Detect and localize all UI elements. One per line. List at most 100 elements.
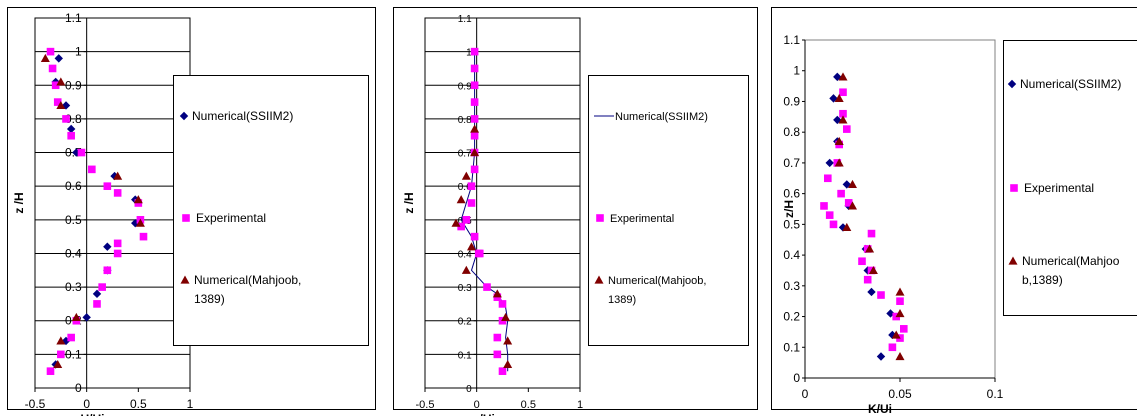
legend-swatch-mahjoob <box>594 275 604 284</box>
point-ssiim2 <box>103 242 112 251</box>
point-ssiim2 <box>61 101 71 110</box>
point-mahjoob <box>848 179 857 189</box>
point-experimental <box>470 47 479 56</box>
y-tick-label: 0.2 <box>783 310 800 324</box>
point-experimental <box>88 165 96 174</box>
point-mahjoob <box>56 336 66 345</box>
point-experimental <box>844 199 853 207</box>
legend-label-mahjoob-line2: 1389) <box>194 292 225 306</box>
point-experimental <box>498 367 507 375</box>
legend-label-ssiim2: Numerical(SSIIM2) <box>192 109 293 123</box>
y-tick-label: 0.9 <box>65 78 82 92</box>
point-ssiim2 <box>66 124 76 134</box>
point-experimental <box>877 291 885 299</box>
point-ssiim2 <box>92 289 102 299</box>
legend-label-mahjoob-line2: b,1389) <box>1022 273 1063 287</box>
y-tick-label: 0.1 <box>783 340 800 354</box>
point-experimental <box>837 189 845 198</box>
point-experimental <box>483 283 491 291</box>
point-mahjoob <box>133 195 143 204</box>
y-tick-label: 0.4 <box>783 248 800 262</box>
y-tick-label: 0.4 <box>65 246 82 260</box>
point-ssiim2 <box>842 180 851 189</box>
legend-label-mahjoob-line2: 1389) <box>608 294 636 306</box>
point-experimental <box>498 300 507 308</box>
y-axis-title: z /H <box>12 192 26 213</box>
point-mahjoob <box>71 312 81 321</box>
legend-label-experimental: Experimental <box>196 211 266 225</box>
point-mahjoob <box>868 265 878 275</box>
point-experimental <box>48 64 57 73</box>
point-experimental <box>77 148 86 157</box>
x-tick-label: 0 <box>474 399 480 411</box>
y-tick-label: 0.5 <box>65 213 82 227</box>
point-experimental <box>98 283 106 291</box>
y-tick-label: 0.1 <box>65 347 82 361</box>
legend-swatch-ssiim2 <box>179 111 189 121</box>
legend-swatch-mahjoob <box>1008 256 1018 265</box>
y-tick-label: 0.3 <box>783 279 800 293</box>
legend <box>588 75 749 346</box>
point-mahjoob <box>503 359 513 369</box>
x-axis-title: U/Ui <box>81 412 105 416</box>
x-axis-title: K/Ui <box>868 402 892 416</box>
y-tick-label: 0 <box>793 371 800 385</box>
point-experimental <box>467 199 476 207</box>
point-experimental <box>863 275 872 284</box>
legend-label-mahjoob: Numerical(Mahjoob, <box>608 275 706 287</box>
legend <box>173 75 369 346</box>
y-tick-label: 0.5 <box>783 217 800 231</box>
point-mahjoob <box>848 201 857 210</box>
point-experimental <box>93 300 101 308</box>
point-experimental <box>839 109 847 118</box>
point-mahjoob <box>895 308 905 318</box>
point-mahjoob <box>461 171 471 180</box>
point-mahjoob <box>842 222 852 232</box>
point-experimental <box>103 182 112 190</box>
point-experimental <box>475 249 484 258</box>
x-tick-label: 0.1 <box>987 387 1004 401</box>
point-mahjoob <box>838 115 848 124</box>
point-mahjoob <box>467 242 476 251</box>
point-mahjoob <box>53 359 63 369</box>
point-mahjoob <box>135 218 145 227</box>
point-experimental <box>867 229 876 238</box>
point-experimental <box>103 266 112 275</box>
point-ssiim2 <box>833 72 842 82</box>
point-ssiim2 <box>876 352 886 361</box>
legend-label-experimental: Experimental <box>1024 181 1094 195</box>
y-axis-title: z/H <box>782 200 796 218</box>
point-experimental <box>57 350 65 359</box>
x-tick-label: 0.05 <box>888 387 912 401</box>
y-tick-label: 0.2 <box>458 317 472 328</box>
y-tick-label: 0.6 <box>65 179 82 193</box>
point-experimental <box>493 333 502 342</box>
point-experimental <box>67 333 75 342</box>
y-tick-label: 1.1 <box>783 33 800 47</box>
x-axis-title: w/Ui <box>469 412 495 416</box>
point-experimental <box>139 232 148 241</box>
y-tick-label: 0.8 <box>458 115 472 126</box>
y-tick-label: 0.3 <box>65 280 82 294</box>
point-experimental <box>62 115 70 123</box>
point-ssiim2 <box>54 54 63 63</box>
y-tick-label: 1.1 <box>65 11 82 25</box>
point-experimental <box>470 232 479 241</box>
legend-label-ssiim2: Numerical(SSIIM2) <box>1020 77 1121 91</box>
point-ssiim2 <box>833 115 842 125</box>
point-ssiim2 <box>82 313 91 322</box>
point-mahjoob <box>834 136 844 145</box>
point-experimental <box>113 239 122 248</box>
point-experimental <box>113 249 122 258</box>
y-tick-label: 1 <box>75 45 82 59</box>
point-mahjoob <box>865 244 875 253</box>
point-experimental <box>858 257 866 266</box>
x-tick-label: 1 <box>187 397 194 411</box>
point-ssiim2 <box>110 171 119 181</box>
point-mahjoob <box>451 218 461 227</box>
legend <box>1003 40 1137 316</box>
point-experimental <box>888 343 897 352</box>
point-experimental <box>457 222 465 231</box>
legend-swatch-mahjoob <box>180 275 190 284</box>
